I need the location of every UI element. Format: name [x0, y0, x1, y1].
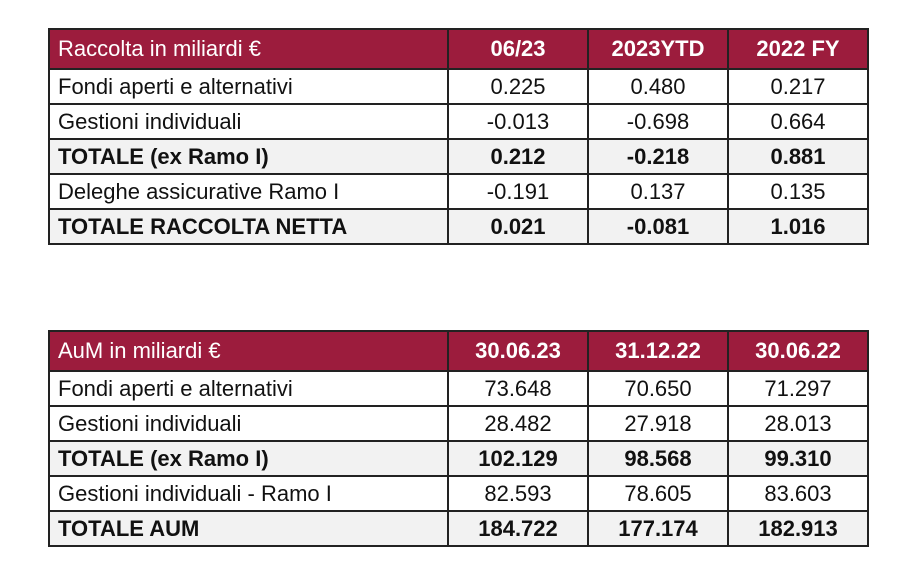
- value-cell: 0.135: [727, 173, 869, 210]
- value-cell: 0.212: [447, 138, 589, 175]
- value-cell: 99.310: [727, 440, 869, 477]
- value-cell: 0.664: [727, 103, 869, 140]
- row-label: Gestioni individuali: [48, 103, 449, 140]
- value-cell: 83.603: [727, 475, 869, 512]
- table-row: TOTALE (ex Ramo I) 102.129 98.568 99.310: [48, 440, 869, 477]
- value-cell: 184.722: [447, 510, 589, 547]
- value-cell: 177.174: [587, 510, 729, 547]
- header-cell: AuM in miliardi €: [48, 330, 449, 372]
- value-cell: 0.881: [727, 138, 869, 175]
- table-row: TOTALE RACCOLTA NETTA 0.021 -0.081 1.016: [48, 208, 869, 245]
- raccolta-table: Raccolta in miliardi €06/23 2023YTD 2022 F…: [48, 28, 869, 245]
- row-label: Gestioni individuali: [48, 405, 449, 442]
- value-cell: -0.218: [587, 138, 729, 175]
- header-cell: 2022 FY: [727, 28, 869, 70]
- row-label: TOTALE (ex Ramo I): [48, 138, 449, 175]
- row-label: TOTALE AUM: [48, 510, 449, 547]
- value-cell: 102.129: [447, 440, 589, 477]
- row-label: Fondi aperti e alternativi: [48, 370, 449, 407]
- value-cell: 82.593: [447, 475, 589, 512]
- header-cell: Raccolta in miliardi €: [48, 28, 449, 70]
- table-row: Gestioni individuali - Ramo I 82.593 78.60…: [48, 475, 869, 512]
- header-cell: 30.06.22: [727, 330, 869, 372]
- row-label: Fondi aperti e alternativi: [48, 68, 449, 105]
- value-cell: 0.137: [587, 173, 729, 210]
- header-row: AuM in miliardi €30.06.23 31.12.22 30.06.2…: [48, 330, 869, 372]
- value-cell: 98.568: [587, 440, 729, 477]
- row-label: Deleghe assicurative Ramo I: [48, 173, 449, 210]
- table-row: Fondi aperti e alternativi 0.225 0.480 0.21…: [48, 68, 869, 105]
- header-cell: 2023YTD: [587, 28, 729, 70]
- value-cell: 27.918: [587, 405, 729, 442]
- value-cell: -0.013: [447, 103, 589, 140]
- value-cell: -0.081: [587, 208, 729, 245]
- row-label: Gestioni individuali - Ramo I: [48, 475, 449, 512]
- row-label: TOTALE RACCOLTA NETTA: [48, 208, 449, 245]
- value-cell: 28.013: [727, 405, 869, 442]
- value-cell: 1.016: [727, 208, 869, 245]
- value-cell: 182.913: [727, 510, 869, 547]
- value-cell: 0.480: [587, 68, 729, 105]
- table-row: Deleghe assicurative Ramo I -0.191 0.137 0.…: [48, 173, 869, 210]
- value-cell: 73.648: [447, 370, 589, 407]
- value-cell: 28.482: [447, 405, 589, 442]
- header-cell: 06/23: [447, 28, 589, 70]
- header-cell: 31.12.22: [587, 330, 729, 372]
- aum-table: AuM in miliardi €30.06.23 31.12.22 30.06.2…: [48, 330, 869, 547]
- value-cell: 0.021: [447, 208, 589, 245]
- header-cell: 30.06.23: [447, 330, 589, 372]
- table-row: TOTALE (ex Ramo I) 0.212 -0.218 0.881: [48, 138, 869, 175]
- value-cell: -0.698: [587, 103, 729, 140]
- value-cell: 78.605: [587, 475, 729, 512]
- table-row: TOTALE AUM 184.722 177.174 182.913: [48, 510, 869, 547]
- value-cell: 71.297: [727, 370, 869, 407]
- table-row: Gestioni individuali 28.482 27.918 28.013: [48, 405, 869, 442]
- value-cell: 0.225: [447, 68, 589, 105]
- table-row: Gestioni individuali -0.013 -0.698 0.664: [48, 103, 869, 140]
- table-row: Fondi aperti e alternativi 73.648 70.650 71…: [48, 370, 869, 407]
- row-label: TOTALE (ex Ramo I): [48, 440, 449, 477]
- value-cell: 0.217: [727, 68, 869, 105]
- value-cell: -0.191: [447, 173, 589, 210]
- header-row: Raccolta in miliardi €06/23 2023YTD 2022 F…: [48, 28, 869, 70]
- value-cell: 70.650: [587, 370, 729, 407]
